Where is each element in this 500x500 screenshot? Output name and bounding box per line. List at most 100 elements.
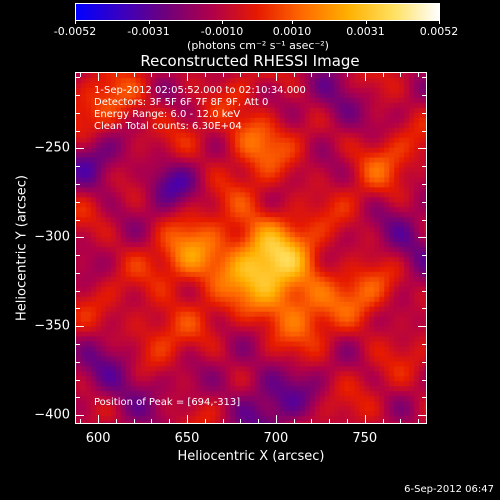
y-minor-tick [76, 130, 80, 132]
y-minor-tick [76, 379, 80, 381]
x-minor-tick [382, 73, 384, 77]
y-minor-tick [76, 344, 80, 345]
plot-title: Reconstructed RHESSI Image [140, 52, 360, 70]
y-minor-tick [76, 397, 80, 399]
y-minor-tick [422, 397, 426, 399]
peak-position-annotation: Position of Peak = [694,-313] [94, 397, 241, 408]
x-minor-tick [400, 419, 402, 423]
y-minor-tick [422, 184, 426, 185]
heatmap-image [76, 73, 426, 423]
x-minor-tick [169, 419, 171, 423]
x-minor-tick [204, 419, 206, 423]
x-minor-tick [115, 73, 117, 77]
x-tick [364, 73, 366, 81]
x-minor-tick [204, 73, 206, 77]
colorbar-tick [292, 20, 293, 24]
colorbar-tick-label: 0.0052 [419, 25, 459, 38]
x-minor-tick [240, 419, 242, 423]
y-minor-tick [422, 95, 426, 97]
y-tick-label: −300 [34, 229, 70, 245]
colorbar-tick-label: -0.0010 [200, 25, 244, 38]
colorbar-tick [439, 20, 440, 24]
colorbar-tick [365, 20, 367, 24]
y-minor-tick [76, 77, 80, 79]
y-tick-label: −400 [34, 407, 70, 423]
colorbar [75, 3, 440, 21]
y-minor-tick [76, 255, 80, 257]
x-tick [275, 73, 277, 81]
x-tick [275, 415, 277, 423]
x-minor-tick [311, 419, 313, 423]
colorbar-tick [148, 20, 150, 24]
y-minor-tick [422, 201, 426, 203]
colorbar-units: (photons cm⁻² s⁻¹ asec⁻²) [187, 39, 329, 52]
y-tick [76, 326, 84, 328]
x-tick-label: 650 [174, 431, 200, 446]
x-minor-tick [418, 73, 420, 77]
x-tick-label: 600 [85, 431, 111, 446]
x-minor-tick [115, 419, 117, 423]
x-minor-tick [222, 73, 224, 77]
x-minor-tick [80, 419, 82, 423]
y-minor-tick [422, 255, 426, 257]
x-minor-tick [418, 419, 420, 423]
x-minor-tick [347, 73, 348, 77]
y-minor-tick [422, 112, 426, 114]
x-minor-tick [133, 419, 135, 423]
x-minor-tick [329, 419, 331, 423]
x-tick [98, 415, 100, 423]
x-minor-tick [80, 73, 82, 77]
y-minor-tick [76, 272, 80, 274]
y-tick [418, 148, 426, 150]
x-minor-tick [258, 73, 260, 77]
x-axis-label: Heliocentric X (arcsec) [177, 449, 325, 464]
x-minor-tick [151, 73, 153, 77]
clean-counts-annotation: Clean Total counts: 6.30E+04 [94, 121, 242, 132]
colorbar-tick-label: -0.0052 [53, 25, 97, 38]
y-minor-tick [76, 166, 80, 168]
y-minor-tick [76, 184, 80, 185]
x-minor-tick [258, 419, 260, 423]
y-tick [76, 415, 84, 417]
colorbar-tick [75, 20, 76, 24]
x-tick-label: 750 [352, 431, 378, 446]
x-minor-tick [169, 73, 171, 77]
y-minor-tick [422, 361, 426, 363]
colorbar-tick-label: -0.0031 [127, 25, 170, 38]
energy-range-annotation: Energy Range: 6.0 - 12.0 keV [94, 109, 241, 120]
y-minor-tick [422, 166, 426, 168]
y-minor-tick [422, 272, 426, 274]
detectors-annotation: Detectors: 3F 5F 6F 7F 8F 9F, Att 0 [94, 97, 269, 108]
y-minor-tick [76, 201, 80, 203]
x-minor-tick [382, 419, 384, 423]
x-tick [98, 73, 100, 81]
y-tick [418, 415, 426, 417]
y-minor-tick [76, 95, 80, 97]
y-minor-tick [422, 290, 426, 292]
y-axis-label: Heliocentric Y (arcsec) [14, 175, 30, 321]
x-tick-label: 700 [263, 431, 289, 446]
x-minor-tick [347, 419, 348, 423]
x-minor-tick [151, 419, 153, 423]
x-tick [364, 415, 366, 423]
y-minor-tick [422, 344, 426, 345]
x-minor-tick [133, 73, 135, 77]
y-minor-tick [422, 77, 426, 79]
time-range-annotation: 1-Sep-2012 02:05:52.000 to 02:10:34.000 [94, 85, 306, 96]
y-minor-tick [422, 379, 426, 381]
y-tick [418, 326, 426, 328]
x-tick [187, 73, 188, 81]
y-minor-tick [76, 290, 80, 292]
x-minor-tick [240, 73, 242, 77]
y-minor-tick [422, 219, 426, 221]
y-minor-tick [76, 219, 80, 221]
x-minor-tick [293, 73, 295, 77]
y-minor-tick [76, 308, 80, 310]
colorbar-tick-label: 0.0010 [272, 25, 312, 38]
y-minor-tick [422, 308, 426, 310]
y-tick [76, 237, 84, 239]
y-tick [76, 148, 84, 150]
x-minor-tick [329, 73, 331, 77]
x-minor-tick [293, 419, 295, 423]
colorbar-tick-label: 0.0031 [346, 25, 385, 38]
